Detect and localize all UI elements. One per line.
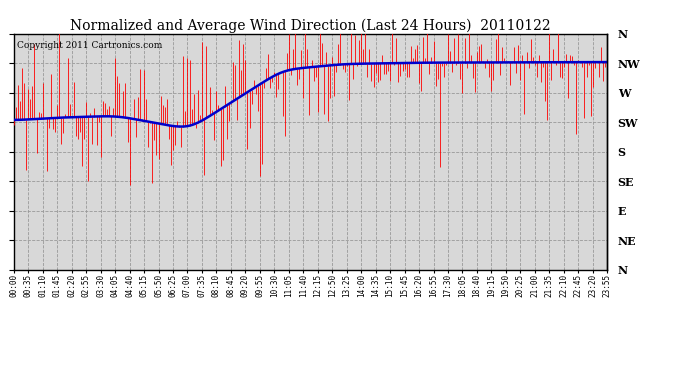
Title: Normalized and Average Wind Direction (Last 24 Hours)  20110122: Normalized and Average Wind Direction (L… (70, 18, 551, 33)
Text: Copyright 2011 Cartronics.com: Copyright 2011 Cartronics.com (17, 41, 162, 50)
